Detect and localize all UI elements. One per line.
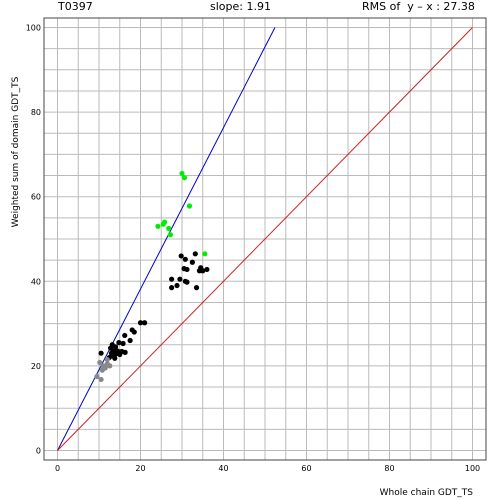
target-id-label: T0397 [58, 0, 93, 13]
data-point [184, 279, 190, 285]
data-point [182, 256, 188, 262]
data-point [178, 253, 184, 259]
y-axis-label: Weighted sum of domain GDT_TS [11, 76, 21, 227]
data-point [196, 268, 203, 274]
data-point [142, 320, 148, 326]
x-tick-label: 40 [218, 464, 228, 473]
data-point [189, 259, 195, 265]
data-point [192, 251, 198, 257]
data-point [112, 355, 118, 361]
data-point [97, 359, 103, 366]
data-point [122, 332, 128, 339]
data-point [174, 282, 180, 289]
reference-lines [57, 27, 473, 451]
data-point [169, 276, 175, 282]
y-tick-label: 80 [31, 108, 41, 117]
data-point [169, 285, 175, 291]
rms-label: RMS of y – x : 27.38 [362, 0, 475, 13]
y-tick-label: 20 [31, 362, 41, 371]
data-point [107, 363, 113, 369]
y-tick-label: 60 [31, 193, 41, 202]
data-point [181, 175, 188, 181]
data-point [184, 266, 190, 273]
data-point [204, 266, 210, 273]
data-point [94, 373, 100, 380]
x-tick-label: 80 [384, 464, 394, 473]
x-tick-label: 60 [301, 464, 311, 473]
data-point [161, 219, 168, 225]
data-point [193, 285, 200, 291]
data-point [131, 329, 137, 335]
data-point [120, 340, 126, 347]
y-tick-label: 100 [26, 24, 41, 33]
data-point [122, 349, 128, 355]
data-point [117, 351, 123, 358]
data-point [202, 251, 208, 257]
data-point [177, 276, 183, 282]
data-points [94, 170, 210, 383]
data-point [98, 350, 104, 356]
data-point [137, 320, 144, 326]
data-point [104, 356, 110, 363]
data-point [166, 225, 172, 232]
plot-frame [43, 17, 487, 461]
data-point [116, 340, 122, 346]
y-tick-label: 0 [36, 447, 41, 456]
grid-lines [44, 18, 486, 460]
fit-line [57, 27, 276, 451]
x-tick-label: 0 [55, 464, 60, 473]
y-tick-label: 40 [31, 277, 41, 286]
tick-labels: 0 20 40 60 80 100 0 20 40 60 80 100 [26, 24, 480, 474]
slope-label: slope: 1.91 [210, 0, 271, 13]
data-point [186, 203, 193, 209]
data-point [167, 232, 173, 238]
data-point [179, 170, 185, 177]
data-point [155, 223, 161, 229]
x-axis-label: Whole chain GDT_TS [380, 488, 474, 498]
data-point [99, 367, 105, 373]
x-tick-label: 20 [135, 464, 145, 473]
x-tick-label: 100 [465, 464, 480, 473]
data-point [98, 376, 104, 383]
data-point [127, 337, 133, 344]
diagonal-line [57, 27, 473, 451]
